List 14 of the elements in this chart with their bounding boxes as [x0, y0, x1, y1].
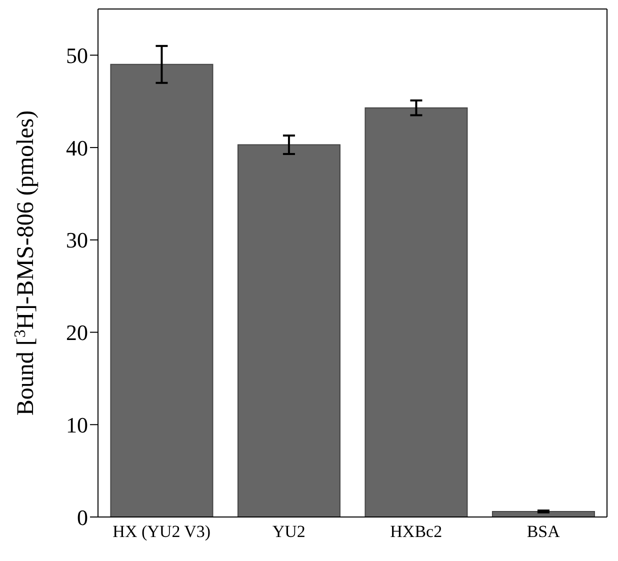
y-tick-label: 50 — [66, 42, 88, 68]
bar — [364, 107, 468, 517]
x-tick-label: HX (YU2 V3) — [112, 522, 211, 542]
bar — [492, 510, 595, 517]
x-tick-label: YU2 — [272, 522, 306, 542]
y-tick-label: 40 — [66, 135, 88, 160]
x-tick-label: BSA — [526, 522, 561, 542]
bar — [237, 144, 340, 517]
y-tick-label: 10 — [66, 412, 88, 438]
y-tick-label: 30 — [66, 228, 88, 253]
y-tick-label: 0 — [77, 504, 88, 530]
bar — [110, 64, 214, 517]
x-tick-label: HXBc2 — [390, 522, 442, 542]
y-tick-label: 20 — [66, 320, 88, 346]
